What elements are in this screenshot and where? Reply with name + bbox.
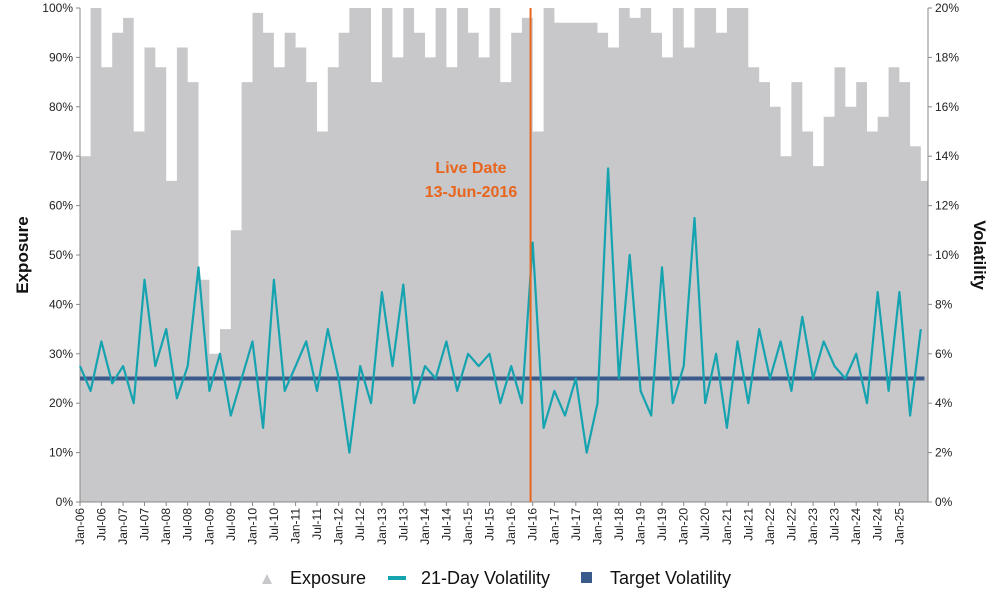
- y-left-tick-label: 90%: [49, 50, 73, 64]
- x-tick-label: Jan-18: [591, 508, 605, 545]
- x-tick-label: Jan-07: [116, 508, 130, 545]
- legend-exposure-label: Exposure: [290, 568, 366, 588]
- volatility-layer: [78, 167, 922, 454]
- x-tick-label: Jan-10: [246, 508, 260, 545]
- x-tick-label: Jul-06: [94, 508, 108, 541]
- y-left-tick-label: 80%: [49, 100, 73, 114]
- x-tick-label: Jan-13: [375, 508, 389, 545]
- legend: Exposure 21-Day Volatility Target Volati…: [262, 568, 731, 588]
- y-left-tick-label: 40%: [49, 297, 73, 311]
- x-tick-label: Jan-17: [547, 508, 561, 545]
- exposure-area: [80, 8, 928, 502]
- y-right-axis-title: Volatility: [970, 220, 989, 290]
- exposure-layer: [80, 8, 928, 502]
- x-tick-label: Jan-06: [73, 508, 87, 545]
- y-left-tick-label: 100%: [42, 1, 73, 15]
- y-left-tick-label: 0%: [56, 495, 74, 509]
- y-right-tick-label: 2%: [935, 446, 953, 460]
- legend-volatility-label: 21-Day Volatility: [421, 568, 550, 588]
- x-tick-label: Jul-23: [828, 508, 842, 541]
- y-right-tick-label: 4%: [935, 396, 953, 410]
- y-right-tick-label: 16%: [935, 100, 959, 114]
- y-right-tick-label: 8%: [935, 297, 953, 311]
- live-date-label: Live Date: [435, 160, 506, 177]
- ticks-layer: 0% 10% 20% 30% 40% 50% 60% 70% 80% 90% 100% 0% 2% 4% 6…: [42, 1, 959, 545]
- x-tick-label: Jul-08: [181, 508, 195, 541]
- x-tick-label: Jan-15: [461, 508, 475, 545]
- x-tick-label: Jan-12: [332, 508, 346, 545]
- y-right-tick-label: 6%: [935, 347, 953, 361]
- y-left-axis-title: Exposure: [13, 216, 32, 293]
- x-tick-label: Jan-21: [720, 508, 734, 545]
- y-left-tick-label: 60%: [49, 199, 73, 213]
- legend-volatility-marker: [388, 576, 406, 580]
- legend-exposure-marker: [262, 574, 272, 584]
- x-tick-label: Jul-24: [871, 508, 885, 541]
- y-right-tick-label: 10%: [935, 248, 959, 262]
- y-right-tick-label: 20%: [935, 1, 959, 15]
- y-left-tick-label: 70%: [49, 149, 73, 163]
- y-right-tick-label: 14%: [935, 149, 959, 163]
- x-tick-label: Jan-24: [849, 508, 863, 545]
- x-tick-label: Jan-19: [634, 508, 648, 545]
- x-tick-label: Jan-25: [892, 508, 906, 545]
- x-tick-label: Jul-12: [353, 508, 367, 541]
- y-left-tick-label: 20%: [49, 396, 73, 410]
- x-tick-label: Jul-19: [655, 508, 669, 541]
- x-tick-label: Jul-17: [569, 508, 583, 541]
- x-tick-label: Jan-11: [289, 508, 303, 544]
- legend-target-label: Target Volatility: [610, 568, 731, 588]
- live-date-value: 13-Jun-2016: [425, 184, 518, 201]
- x-tick-label: Jan-23: [806, 508, 820, 545]
- y-left-tick-label: 10%: [49, 446, 73, 460]
- y-right-tick-label: 0%: [935, 495, 953, 509]
- y-left-tick-label: 30%: [49, 347, 73, 361]
- x-tick-label: Jul-21: [741, 508, 755, 541]
- x-tick-label: Jul-22: [784, 508, 798, 541]
- x-tick-label: Jan-08: [159, 508, 173, 545]
- x-tick-label: Jan-14: [418, 508, 432, 545]
- x-tick-label: Jul-20: [698, 508, 712, 541]
- x-tick-label: Jan-16: [504, 508, 518, 545]
- y-right-tick-label: 18%: [935, 50, 959, 64]
- x-tick-label: Jul-10: [267, 508, 281, 541]
- x-tick-label: Jul-09: [224, 508, 238, 541]
- y-left-tick-label: 50%: [49, 248, 73, 262]
- x-tick-label: Jul-15: [483, 508, 497, 541]
- x-tick-label: Jul-14: [439, 508, 453, 541]
- x-tick-label: Jul-16: [526, 508, 540, 541]
- x-tick-label: Jul-13: [396, 508, 410, 541]
- x-tick-label: Jan-20: [677, 508, 691, 545]
- x-tick-label: Jul-18: [612, 508, 626, 541]
- x-tick-label: Jul-11: [310, 508, 324, 540]
- legend-target-marker: [581, 572, 592, 583]
- x-tick-label: Jan-09: [202, 508, 216, 545]
- live-date-layer: Live Date 13-Jun-2016: [425, 8, 532, 502]
- x-tick-label: Jul-07: [138, 508, 152, 541]
- y-right-tick-label: 12%: [935, 199, 959, 213]
- x-tick-label: Jan-22: [763, 508, 777, 545]
- volatility-line: [78, 167, 922, 454]
